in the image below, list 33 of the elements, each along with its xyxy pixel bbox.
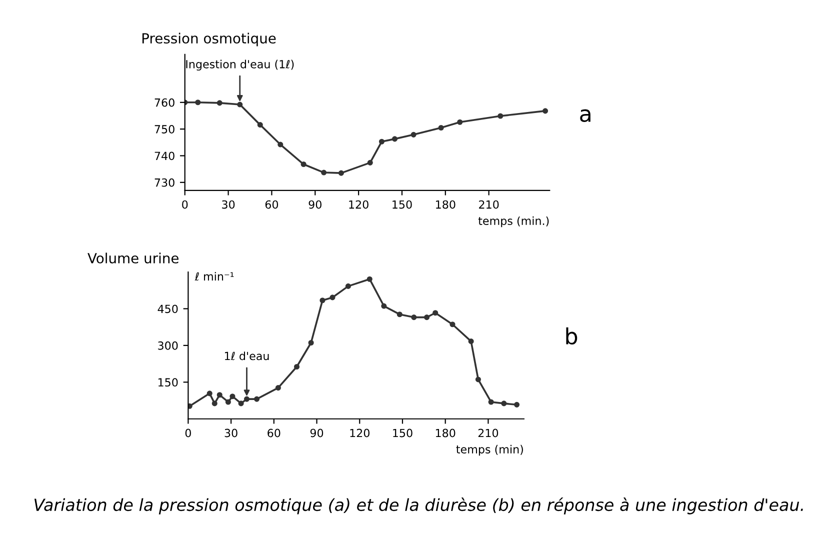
x-tick-label: 0: [182, 200, 188, 209]
x-tick-label: 150: [393, 428, 412, 438]
x-tick-label: 180: [436, 200, 456, 209]
chart-title: Volume urine: [88, 252, 179, 264]
y-tick-label: 740: [154, 152, 174, 160]
x-tick-label: 90: [308, 200, 322, 209]
x-tick-label: 0: [185, 428, 191, 438]
y-tick-label: 750: [154, 125, 174, 134]
y-tick-label: 300: [158, 341, 178, 350]
text: a: [580, 109, 590, 122]
x-tick-label: 120: [350, 428, 370, 438]
x-axis-title: temps (min.): [478, 216, 549, 228]
text: Variation de la pression osmotique (a) et de la diurèse (b) en réponse à une ingestion d'eau.: [34, 498, 803, 514]
x-tick-label: 210: [478, 428, 498, 438]
y-tick-label: 150: [158, 378, 178, 387]
annotation: Ingestion d'eau (1ℓ): [186, 60, 294, 71]
text: b: [566, 327, 578, 345]
y-tick-label: 760: [154, 98, 174, 107]
x-tick-label: 210: [479, 200, 499, 209]
y-axis-title: ℓ min⁻¹: [194, 272, 234, 281]
annotation: 1ℓ d'eau: [224, 352, 269, 360]
x-tick-label: 60: [265, 200, 278, 209]
x-tick-label: 30: [222, 200, 235, 209]
x-tick-label: 30: [224, 428, 238, 438]
x-tick-label: 60: [268, 428, 280, 438]
x-tick-label: 180: [436, 428, 456, 438]
x-tick-label: 90: [310, 428, 324, 438]
chart-title: Pression osmotique: [142, 32, 276, 46]
x-axis-title: temps (min): [456, 444, 523, 456]
x-tick-label: 120: [349, 200, 368, 209]
y-tick-label: 730: [154, 178, 174, 187]
y-tick-label: 450: [158, 304, 178, 314]
x-tick-label: 150: [392, 200, 412, 209]
